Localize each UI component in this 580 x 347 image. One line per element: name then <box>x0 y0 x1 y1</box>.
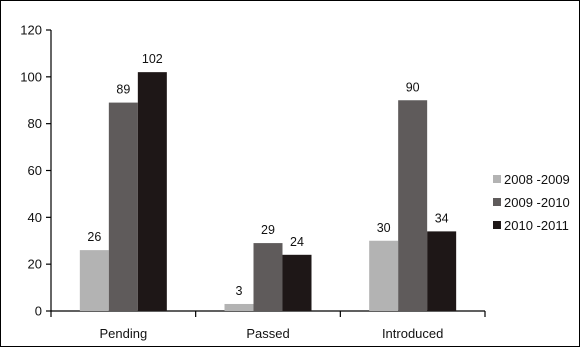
legend-swatch <box>493 198 501 206</box>
bar <box>108 102 138 311</box>
bar <box>253 243 283 311</box>
bar <box>79 250 109 311</box>
legend-swatch <box>493 175 501 183</box>
data-label: 102 <box>142 52 163 66</box>
data-label: 3 <box>236 284 243 298</box>
data-label: 29 <box>261 223 275 237</box>
bar <box>427 231 457 311</box>
legend-swatch <box>493 221 501 229</box>
bar <box>369 240 399 311</box>
y-tick-label: 120 <box>20 23 42 38</box>
y-tick-label: 80 <box>28 116 42 131</box>
bar <box>282 254 312 311</box>
x-axis-ticks: Pending Passed Introduced <box>50 311 486 341</box>
data-label: 90 <box>406 80 420 94</box>
x-category-label: Introduced <box>382 326 443 341</box>
y-tick-label: 40 <box>28 210 42 225</box>
data-label: 89 <box>116 83 130 97</box>
bar <box>137 72 167 312</box>
legend-label: 2008 -2009 <box>504 172 570 187</box>
x-category-label: Passed <box>246 326 289 341</box>
y-tick-label: 20 <box>28 257 42 272</box>
data-label: 30 <box>377 221 391 235</box>
y-tick-label: 0 <box>35 304 42 319</box>
y-tick-label: 100 <box>20 69 42 84</box>
legend: 2008 -2009 2009 -2010 2010 -2011 <box>493 172 570 233</box>
bar <box>224 303 254 311</box>
data-label: 26 <box>87 230 101 244</box>
data-label: 34 <box>435 211 449 225</box>
bars <box>79 72 457 312</box>
y-axis-ticks: 0 20 40 60 80 100 120 <box>20 23 51 319</box>
data-labels: 26 89 102 3 29 24 30 90 34 <box>87 52 448 298</box>
y-tick-label: 60 <box>28 163 42 178</box>
data-label: 24 <box>290 235 304 249</box>
legend-label: 2009 -2010 <box>504 195 570 210</box>
legend-label: 2010 -2011 <box>504 218 569 233</box>
x-category-label: Pending <box>99 326 147 341</box>
bar <box>398 100 428 311</box>
